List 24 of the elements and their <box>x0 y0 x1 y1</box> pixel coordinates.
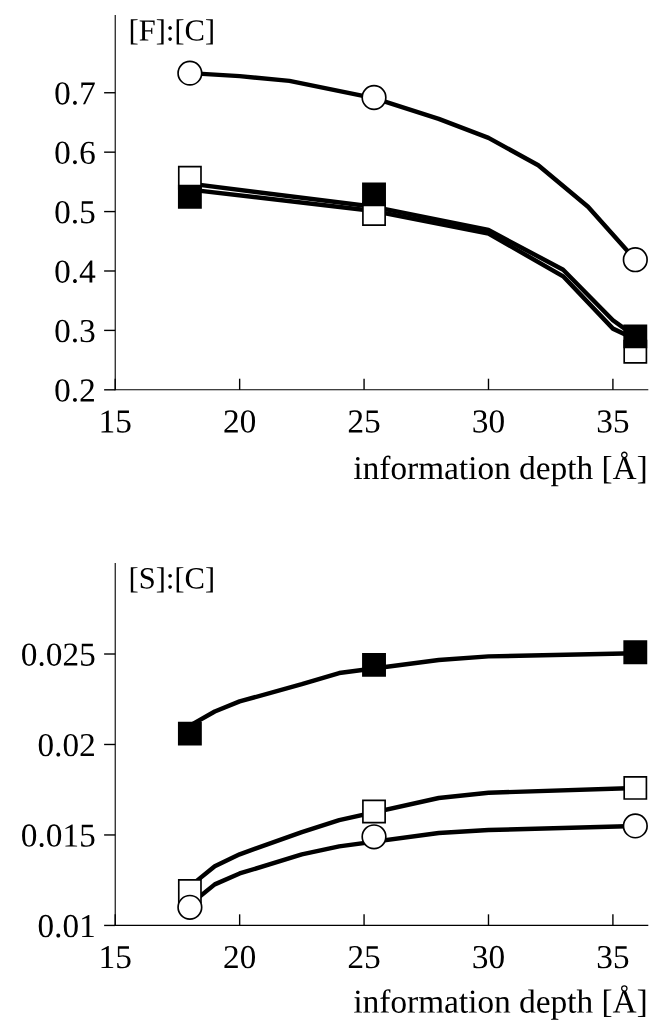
x-tick-label: 35 <box>597 410 629 433</box>
y-tick-label: 0.01 <box>38 914 94 938</box>
x-tick-label: 25 <box>348 945 380 969</box>
y-tick-label: 0.4 <box>55 260 96 284</box>
x-axis-title: information depth [Å] <box>354 985 646 1020</box>
x-tick-label: 20 <box>224 410 256 433</box>
x-tick-label: 30 <box>473 410 504 433</box>
x-tick-label: 20 <box>224 945 256 969</box>
y-tick-label: 0.025 <box>22 643 95 667</box>
x-tick-label: 35 <box>597 945 629 969</box>
y-axis-title: [S]:[C] <box>130 567 213 593</box>
y-tick-label: 0.5 <box>55 200 95 224</box>
y-tick-label: 0.02 <box>38 733 94 757</box>
x-tick-label: 25 <box>348 410 380 433</box>
y-tick-label: 0.7 <box>55 82 95 105</box>
y-tick-label: 0.015 <box>22 824 95 847</box>
y-tick-label: 0.3 <box>55 319 95 343</box>
x-tick-label: 30 <box>473 945 504 969</box>
y-tick-label: 0.6 <box>55 141 95 165</box>
x-tick-label: 15 <box>101 946 131 969</box>
x-tick-label: 15 <box>101 410 131 433</box>
y-tick-label: 0.2 <box>55 379 94 402</box>
y-axis-title: [F]:[C] <box>130 19 213 45</box>
x-axis-title: information depth [Å] <box>354 451 646 487</box>
